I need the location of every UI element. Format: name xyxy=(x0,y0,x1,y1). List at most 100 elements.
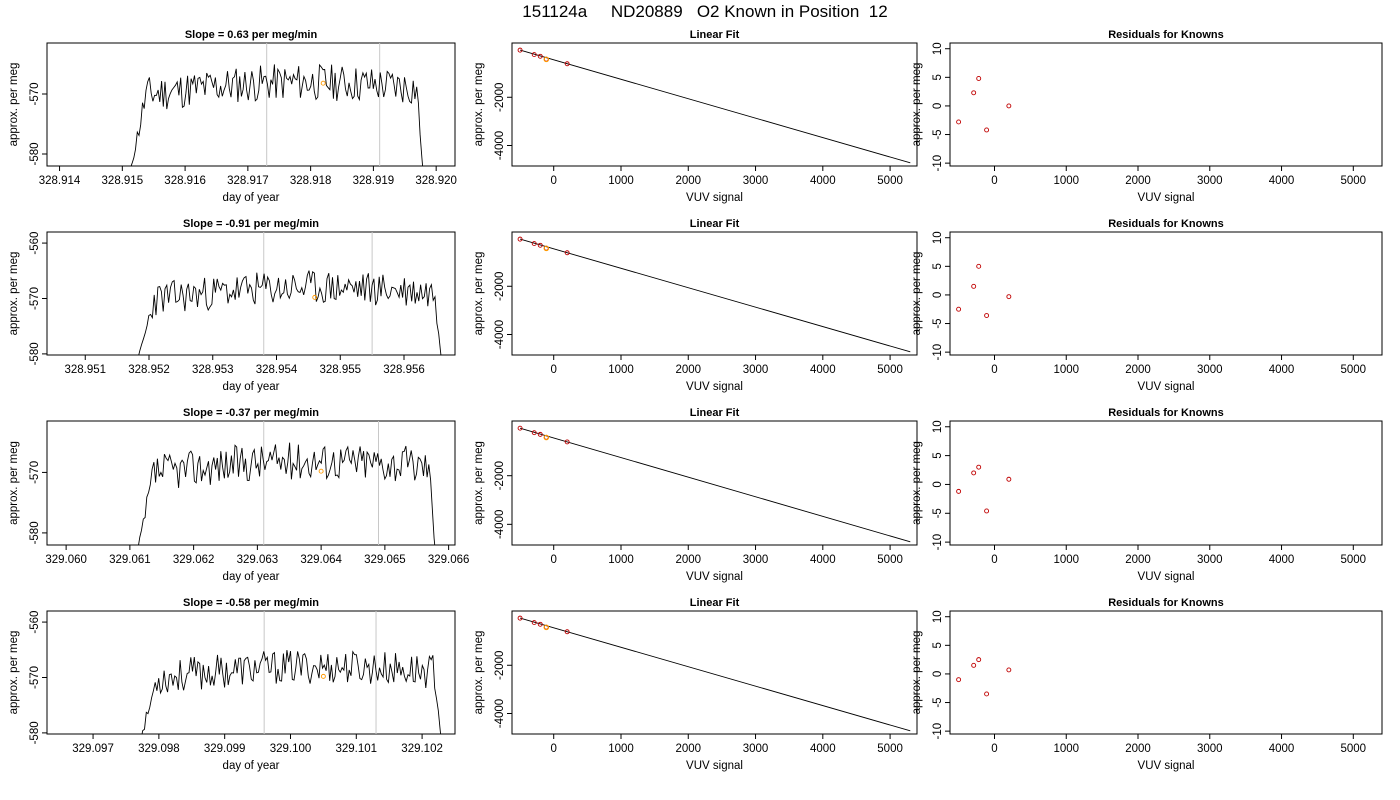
x-tick-label: 1000 xyxy=(608,175,634,187)
x-tick-label: 3000 xyxy=(743,554,769,566)
panel-title: Slope = -0.58 per meg/min xyxy=(183,597,319,609)
y-tick-label: 10 xyxy=(932,420,944,433)
y-tick-label: 0 xyxy=(932,671,944,677)
panel-title: Slope = -0.91 per meg/min xyxy=(183,218,319,230)
panel-r4-c1: Slope = -0.58 per meg/min 329.097 329.098 3… xyxy=(8,597,456,772)
x-tick-label: 0 xyxy=(551,743,557,755)
highlight-point xyxy=(312,294,318,300)
x-tick-label: 328.918 xyxy=(290,175,332,187)
x-tick-label: 1000 xyxy=(1053,743,1079,755)
residual-point xyxy=(971,283,977,289)
fit-point xyxy=(564,250,570,256)
residual-point xyxy=(1006,476,1012,482)
fit-line xyxy=(519,49,911,164)
plot-frame xyxy=(46,420,456,546)
panel-r4-c3: Residuals for Knowns 0 1000 2000 3000 4000 500… xyxy=(911,597,1383,772)
x-tick-label: 1000 xyxy=(1053,175,1079,187)
fit-point xyxy=(537,621,543,627)
y-tick-label: -570 xyxy=(29,461,41,484)
x-axis-label: VUV signal xyxy=(686,571,743,583)
y-axis-label: approx. per meg xyxy=(911,252,923,336)
x-tick-label: 4000 xyxy=(1269,743,1295,755)
x-tick-label: 0 xyxy=(991,364,997,376)
plot-frame xyxy=(949,420,1383,546)
x-tick-label: 4000 xyxy=(1269,364,1295,376)
panel-r1-c1: Slope = 0.63 per meg/min 328.914 328.915 32… xyxy=(8,29,457,204)
x-tick-label: 2000 xyxy=(1125,743,1151,755)
fit-point-unknown xyxy=(543,245,550,252)
x-tick-label: 329.063 xyxy=(237,554,279,566)
y-axis-label: approx. per meg xyxy=(911,441,923,525)
highlight-point xyxy=(318,468,324,474)
x-tick-label: 0 xyxy=(551,364,557,376)
plot-frame xyxy=(511,42,918,167)
y-tick-label: 5 xyxy=(932,263,944,269)
x-axis-label: VUV signal xyxy=(1138,571,1195,583)
panel-title: Slope = 0.63 per meg/min xyxy=(185,29,318,41)
y-tick-label: 10 xyxy=(932,42,944,55)
y-tick-label: -10 xyxy=(932,344,944,361)
panel-r4-c2: Linear Fit 0 1000 2000 3000 4000 5000 -2000 -400… xyxy=(473,597,918,772)
x-tick-label: 1000 xyxy=(608,743,634,755)
panel-r3-c3: Residuals for Knowns 0 1000 2000 3000 4000 500… xyxy=(911,407,1383,583)
x-tick-label: 2000 xyxy=(675,364,701,376)
x-tick-label: 328.951 xyxy=(64,364,106,376)
x-tick-label: 329.062 xyxy=(173,554,215,566)
panel-title: Linear Fit xyxy=(690,597,740,609)
residual-point xyxy=(956,488,962,494)
residual-point xyxy=(976,263,982,269)
x-tick-label: 328.955 xyxy=(319,364,361,376)
y-tick-label: -570 xyxy=(29,666,41,689)
y-tick-label: 5 xyxy=(932,642,944,648)
x-axis-label: VUV signal xyxy=(686,760,743,772)
x-tick-label: 3000 xyxy=(1197,743,1223,755)
x-tick-label: 0 xyxy=(551,554,557,566)
y-axis-label: approx. per meg xyxy=(8,631,20,715)
x-tick-label: 5000 xyxy=(877,743,903,755)
x-tick-label: 5000 xyxy=(1340,743,1366,755)
panel-r3-c2: Linear Fit 0 1000 2000 3000 4000 5000 -2000 -400… xyxy=(473,407,918,583)
x-tick-label: 328.914 xyxy=(39,175,81,187)
fit-point xyxy=(531,52,537,58)
x-tick-label: 5000 xyxy=(877,175,903,187)
y-tick-label: -4000 xyxy=(494,510,506,539)
x-tick-label: 0 xyxy=(991,175,997,187)
y-tick-label: -560 xyxy=(29,232,41,255)
y-tick-label: -2000 xyxy=(494,651,506,680)
y-tick-label: 0 xyxy=(932,481,944,487)
x-tick-label: 4000 xyxy=(1269,554,1295,566)
series-line xyxy=(138,442,436,545)
y-tick-label: 5 xyxy=(932,452,944,458)
panel-r1-c3: Residuals for Knowns 0 1000 2000 3000 4000 500… xyxy=(911,29,1383,204)
fit-point xyxy=(517,236,523,242)
data-layer xyxy=(130,43,424,166)
plot-frame xyxy=(46,610,456,735)
residual-point xyxy=(956,119,962,125)
fit-point xyxy=(564,629,570,635)
residual-point xyxy=(976,464,982,470)
fit-point xyxy=(564,439,570,445)
x-tick-label: 329.065 xyxy=(364,554,406,566)
x-tick-label: 2000 xyxy=(1125,175,1151,187)
x-tick-label: 5000 xyxy=(1340,175,1366,187)
x-tick-label: 328.953 xyxy=(192,364,234,376)
x-axis-label: day of year xyxy=(223,192,280,204)
x-tick-label: 3000 xyxy=(743,175,769,187)
y-tick-label: 10 xyxy=(932,231,944,244)
residual-point xyxy=(1006,667,1012,673)
plot-frame xyxy=(511,610,918,735)
y-tick-label: 0 xyxy=(932,292,944,298)
fit-line xyxy=(519,238,911,353)
panel-title: Linear Fit xyxy=(690,29,740,41)
fit-point xyxy=(537,53,543,59)
x-tick-label: 328.915 xyxy=(102,175,144,187)
residual-point xyxy=(976,76,982,81)
x-tick-label: 328.916 xyxy=(164,175,206,187)
plot-frame xyxy=(949,42,1383,167)
x-tick-label: 5000 xyxy=(877,364,903,376)
y-axis-label: approx. per meg xyxy=(473,252,485,336)
x-tick-label: 328.917 xyxy=(227,175,269,187)
x-tick-label: 2000 xyxy=(1125,554,1151,566)
x-tick-label: 3000 xyxy=(1197,364,1223,376)
